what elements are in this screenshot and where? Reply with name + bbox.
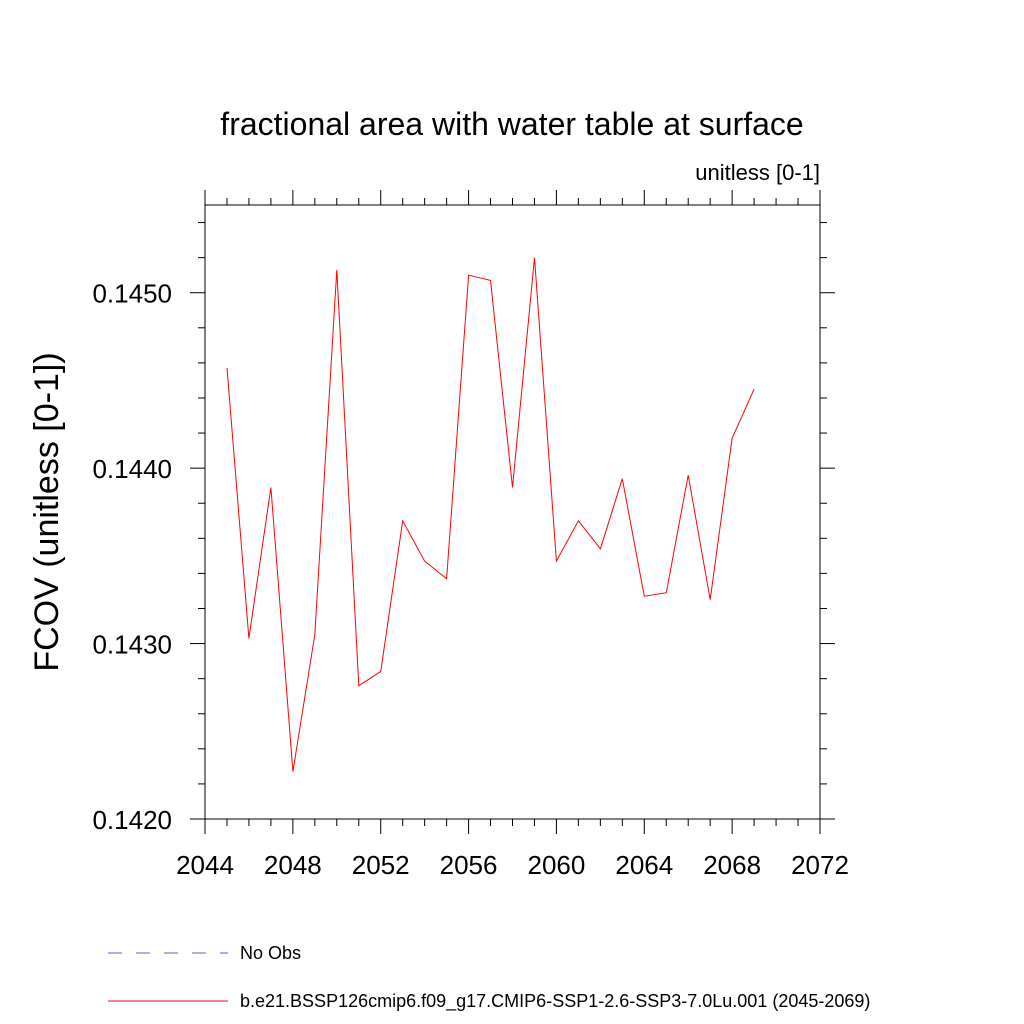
axis-ticks: 2044 2048 2052 2056 2060 2064 2068 2072 0.1420 0.… [92, 190, 849, 880]
units-label: unitless [0-1] [695, 160, 820, 185]
y-tick-label: 0.1450 [92, 279, 172, 309]
plot-frame [204, 204, 821, 820]
x-tick-label: 2060 [528, 850, 586, 880]
series-line [226, 257, 755, 772]
x-tick-label: 2052 [352, 850, 410, 880]
y-tick-label: 0.1430 [92, 630, 172, 660]
x-tick-label: 2068 [703, 850, 761, 880]
chart-title: fractional area with water table at surf… [220, 106, 803, 142]
legend-label: b.e21.BSSP126cmip6.f09_g17.CMIP6-SSP1-2.… [240, 991, 870, 1012]
y-axis-label: FCOV (unitless [0-1]) [28, 352, 66, 671]
x-tick-label: 2056 [440, 850, 498, 880]
legend: No Obs b.e21.BSSP126cmip6.f09_g17.CMIP6-S… [108, 943, 870, 1012]
x-tick-label: 2044 [176, 850, 234, 880]
legend-label: No Obs [240, 943, 301, 963]
y-tick-label: 0.1440 [92, 454, 172, 484]
y-tick-label: 0.1420 [92, 805, 172, 835]
x-tick-label: 2048 [264, 850, 322, 880]
x-tick-label: 2072 [791, 850, 849, 880]
x-tick-label: 2064 [615, 850, 673, 880]
series-group [226, 257, 755, 772]
